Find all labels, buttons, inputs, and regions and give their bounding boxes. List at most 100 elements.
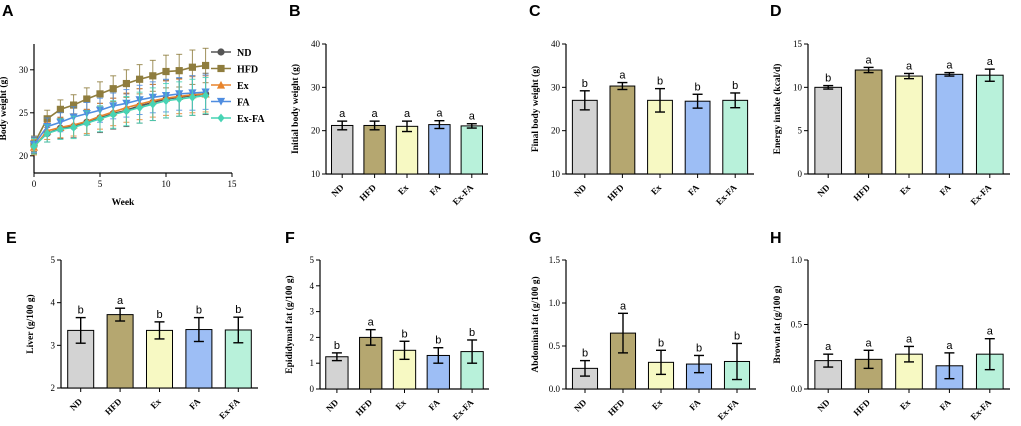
bar-ex: [395, 125, 419, 175]
data-point: [96, 114, 104, 124]
data-point: [70, 123, 78, 132]
x-tick-label: ND: [815, 182, 832, 199]
significance-letter: b: [334, 340, 340, 352]
bar-ex: [895, 75, 923, 175]
significance-letter: a: [372, 108, 379, 120]
F-y-tick-label: 2: [310, 332, 315, 342]
x-tick-label: Ex: [148, 396, 163, 411]
y-axis-label: Final body weight (g): [530, 66, 541, 152]
bar-hfd: [854, 69, 883, 175]
x-tick-label: HFD: [354, 397, 375, 418]
data-point: [162, 96, 170, 106]
significance-letter: b: [657, 76, 663, 88]
y-axis-label: Energy intake (kcal/d): [772, 64, 783, 155]
x-tick-label: FA: [187, 396, 202, 411]
data-point: [122, 106, 130, 116]
x-tick-label: 5: [98, 179, 103, 189]
panel-label: B: [289, 3, 301, 20]
panel-d: D Energy intake (kcal/d) 0 5 10 15 b ND a HFD a Ex a…: [770, 3, 1010, 207]
legend-marker: [216, 80, 226, 89]
x-tick-label: ND: [329, 182, 346, 199]
x-tick-label: 0: [32, 179, 37, 189]
significance-letter: b: [658, 337, 664, 349]
E-y-tick-label: 4: [51, 298, 56, 308]
data-point: [30, 141, 38, 151]
x-tick-label: Ex-FA: [716, 397, 741, 422]
C-y-tick-label: 40: [551, 39, 561, 49]
legend-marker: [217, 113, 225, 123]
y-axis-label: Abdominal fat (g/100 g): [530, 276, 541, 372]
legend-item-fa: FA: [211, 98, 250, 109]
bar-nd: [814, 86, 843, 175]
x-tick-label: ND: [68, 396, 85, 413]
significance-letter: a: [946, 340, 953, 352]
data-point: [109, 110, 117, 119]
y-axis-label: Epididymal fat (g/100 g): [284, 275, 295, 373]
significance-letter: b: [825, 73, 831, 85]
significance-letter: a: [436, 108, 443, 120]
series-ex-fa: [30, 77, 210, 155]
bar-ex-fa: [975, 74, 1004, 175]
B-y-tick-label: 40: [311, 39, 321, 49]
significance-letter: b: [696, 342, 702, 354]
x-tick-label: Ex: [396, 182, 411, 197]
E-y-tick-label: 5: [51, 255, 56, 265]
panel-label: D: [770, 3, 782, 20]
x-tick-label: Ex: [898, 397, 913, 412]
E-y-tick-label: 2: [51, 383, 56, 393]
data-point: [96, 90, 104, 98]
panel-a: A Body weight (g) 20 25 30 0 5 10 15 Week ND HFD Ex F…: [0, 3, 265, 208]
significance-letter: a: [866, 337, 873, 349]
x-tick-label: FA: [428, 182, 443, 197]
F-y-tick-label: 4: [310, 281, 315, 291]
data-point: [83, 95, 91, 103]
data-point: [175, 67, 183, 75]
significance-letter: b: [582, 78, 588, 90]
x-tick-label: Ex-FA: [969, 182, 994, 207]
data-point: [202, 61, 210, 70]
data-point: [149, 99, 157, 109]
y-axis-label: Brown fat (g/100 g): [772, 285, 783, 363]
panel-c: C Final body weight (g) 10 20 30 40 b ND a HFD b Ex…: [529, 3, 754, 207]
x-tick-label: HFD: [605, 182, 626, 203]
panel-label: H: [770, 230, 782, 247]
significance-letter: a: [339, 108, 346, 120]
x-tick-label: Ex: [650, 397, 665, 412]
y-axis-label: Body weight (g): [0, 77, 9, 141]
significance-letter: b: [156, 309, 162, 321]
x-tick-label: FA: [427, 397, 442, 412]
legend-label: FA: [237, 98, 250, 109]
legend-item-ex: Ex: [211, 80, 249, 92]
panel-label: F: [285, 230, 295, 247]
significance-letter: a: [987, 326, 994, 338]
x-tick-label: Ex-FA: [969, 397, 994, 422]
B-y-tick-label: 30: [311, 82, 321, 92]
x-tick-label: Ex: [393, 397, 408, 412]
panel-label: A: [2, 3, 14, 20]
G-y-tick-label: 1.0: [549, 298, 561, 308]
data-point: [175, 94, 183, 104]
F-y-tick-label: 3: [310, 307, 315, 317]
F-y-tick-label: 1: [310, 358, 315, 368]
x-tick-label: ND: [815, 397, 832, 414]
data-point: [109, 85, 117, 93]
significance-letter: b: [78, 305, 84, 317]
x-tick-label: FA: [687, 397, 702, 412]
significance-letter: b: [401, 328, 407, 340]
significance-letter: a: [866, 54, 873, 66]
significance-letter: b: [695, 81, 701, 93]
data-point: [56, 105, 64, 113]
x-tick-label: 15: [228, 179, 238, 189]
panel-e: E Liver (g/100 g) 2 3 4 5 b ND a HFD b Ex b FA b Ex-FA: [6, 230, 258, 421]
x-tick-label: HFD: [358, 182, 379, 203]
D-y-tick-label: 10: [793, 82, 803, 92]
significance-letter: a: [117, 295, 124, 307]
C-y-tick-label: 30: [551, 82, 561, 92]
D-y-tick-label: 15: [793, 39, 803, 49]
panel-label: G: [529, 230, 541, 247]
x-tick-label: Ex-FA: [451, 397, 476, 422]
x-tick-label: FA: [686, 182, 701, 197]
data-point: [162, 67, 170, 76]
legend-marker: [216, 97, 226, 106]
